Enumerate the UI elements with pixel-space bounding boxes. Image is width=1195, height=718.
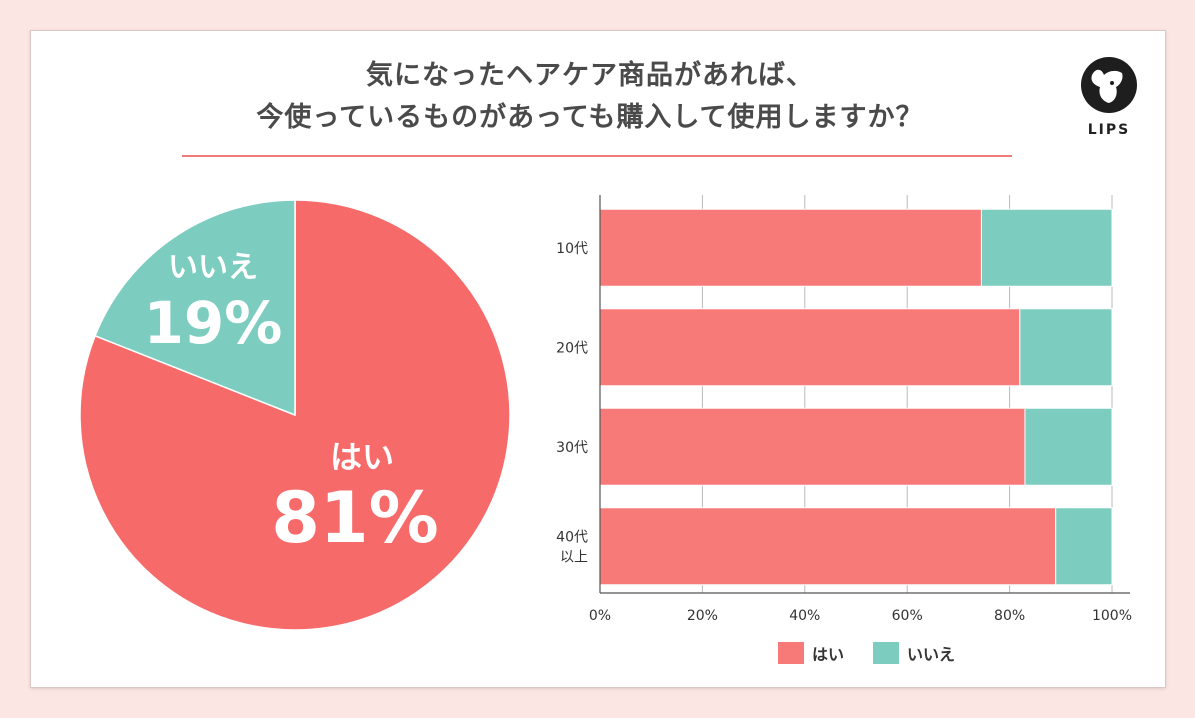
stacked-bar-chart — [599, 208, 1113, 586]
legend-swatch-yes — [778, 642, 804, 664]
category-label: 10代 — [556, 241, 588, 257]
category-label: 20代 — [556, 340, 588, 356]
x-tick-label: 20% — [687, 608, 718, 624]
pie-label-yes: はい — [330, 438, 394, 476]
category-label: 以上 — [560, 549, 588, 565]
pie-percent-no: 19% — [144, 289, 283, 357]
bar-yes-3 — [599, 507, 1057, 586]
title-underline — [182, 155, 1012, 157]
x-tick-label: 40% — [789, 608, 820, 624]
bar-no-3 — [1055, 507, 1113, 586]
title-line-1: 気になったヘアケア商品があれば、 — [366, 60, 814, 91]
bar-yes-2 — [599, 407, 1026, 486]
legend-label-no: いいえ — [907, 645, 955, 664]
title-line-2: 今使っているものがあっても購入して使用しますか？ — [256, 102, 924, 133]
bar-yes-0 — [599, 208, 982, 287]
brand-name: LIPS — [1087, 122, 1131, 138]
x-tick-label: 60% — [892, 608, 923, 624]
bar-no-0 — [980, 208, 1113, 287]
x-tick-label: 80% — [994, 608, 1025, 624]
x-tick-label: 0% — [589, 608, 611, 624]
logo-eye — [1110, 81, 1114, 85]
bar-no-2 — [1024, 407, 1113, 486]
page-title: 気になったヘアケア商品があれば、 今使っているものがあっても購入して使用しますか… — [150, 55, 1030, 139]
legend-label-yes: はい — [812, 645, 844, 664]
x-tick-label: 100% — [1092, 608, 1132, 624]
logo-deer-icon — [1091, 69, 1123, 103]
chart-legend: はい いいえ — [778, 642, 955, 664]
category-label: 40代 — [556, 529, 588, 545]
legend-swatch-no — [873, 642, 899, 664]
lips-logo — [1081, 57, 1137, 113]
pie-percent-yes: 81% — [271, 477, 439, 559]
pie-label-no: いいえ — [168, 250, 258, 285]
bar-no-1 — [1019, 308, 1113, 387]
category-label: 30代 — [556, 440, 588, 456]
pie-slice-no — [94, 199, 296, 417]
bar-yes-1 — [599, 308, 1021, 387]
